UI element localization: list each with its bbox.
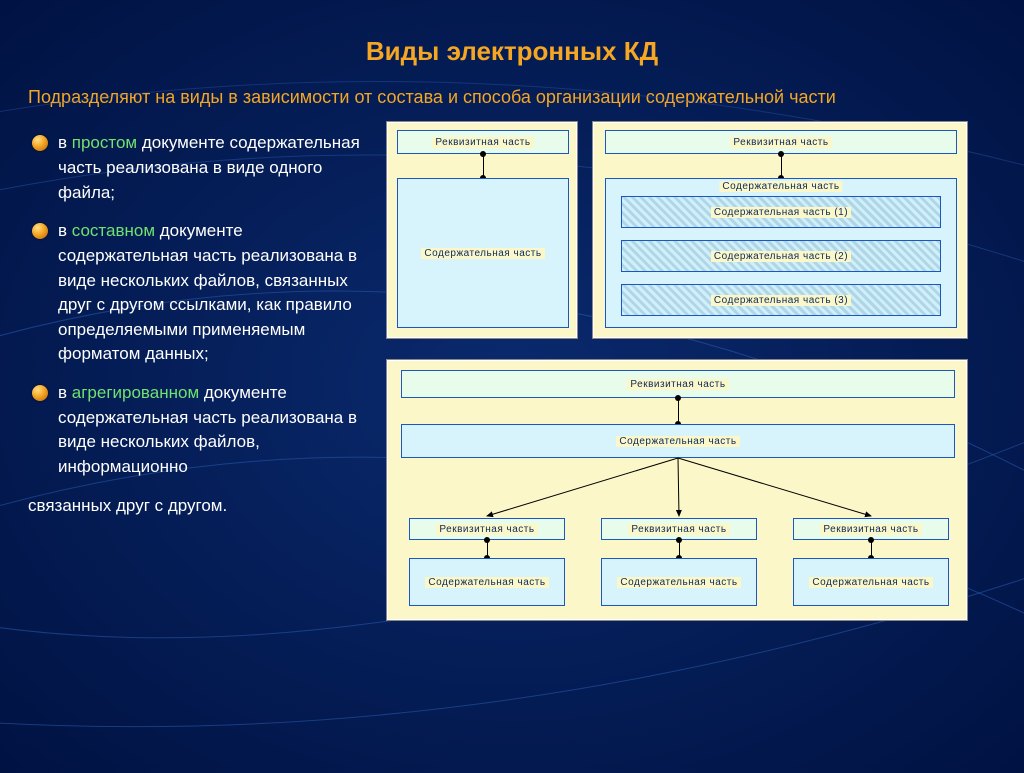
diagram-aggregated: Реквизитная часть Содержательная часть	[386, 359, 968, 621]
bullet-item: в составном документе содержательная час…	[28, 219, 368, 367]
box-req: Реквизитная часть	[401, 370, 955, 398]
box-inner: Содержательная часть (2)	[621, 240, 941, 272]
bullet-item: в агрегированном документе содержательна…	[28, 381, 368, 480]
bullet-icon	[32, 385, 48, 401]
bullet-list: в простом документе содержательная часть…	[28, 121, 368, 518]
dot-icon	[484, 537, 490, 543]
dot-icon	[480, 151, 486, 157]
page-title: Виды электронных КД	[0, 0, 1024, 67]
dot-icon	[778, 151, 784, 157]
diagram-composite: Реквизитная часть Содержательная часть С…	[592, 121, 968, 339]
page-subtitle: Подразделяют на виды в зависимости от со…	[0, 67, 1024, 117]
bullet-icon	[32, 135, 48, 151]
diagrams-area: Реквизитная часть Содержательная часть Р…	[386, 121, 996, 518]
box-content: Содержательная часть	[397, 178, 569, 328]
bullet-text: в простом документе содержательная часть…	[58, 131, 368, 205]
box-child-content: Содержательная часть	[409, 558, 565, 606]
bullet-item: в простом документе содержательная часть…	[28, 131, 368, 205]
dot-icon	[868, 537, 874, 543]
box-child-content: Содержательная часть	[793, 558, 949, 606]
box-inner: Содержательная часть (3)	[621, 284, 941, 316]
box-child-content: Содержательная часть	[601, 558, 757, 606]
bullet-icon	[32, 223, 48, 239]
dot-icon	[676, 537, 682, 543]
box-inner: Содержательная часть (1)	[621, 196, 941, 228]
box-content-main: Содержательная часть	[401, 424, 955, 458]
dot-icon	[675, 395, 681, 401]
diagram-simple: Реквизитная часть Содержательная часть	[386, 121, 578, 339]
bullet-tail: связанных друг с другом.	[28, 494, 368, 519]
bullet-text: в агрегированном документе содержательна…	[58, 381, 368, 480]
bullet-text: в составном документе содержательная час…	[58, 219, 368, 367]
